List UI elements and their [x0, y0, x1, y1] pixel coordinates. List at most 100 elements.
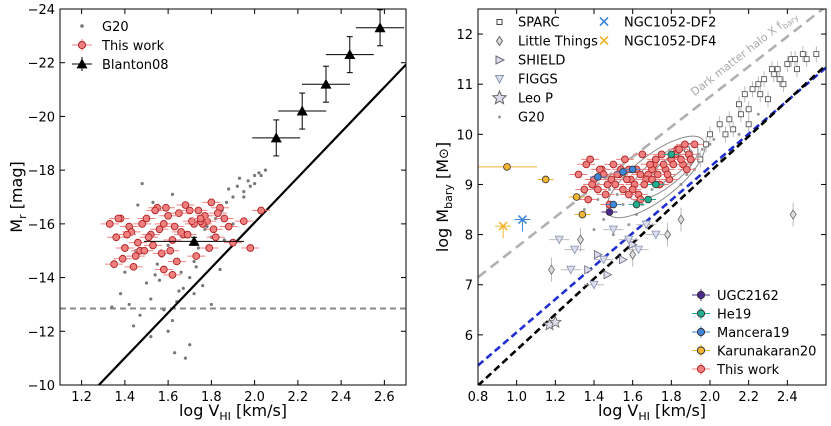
g20-point — [259, 173, 263, 178]
leo-p-point — [548, 315, 562, 329]
this-work-point — [607, 175, 616, 184]
left-plot-area — [60, 9, 406, 385]
this-work-point — [118, 254, 127, 263]
g20-point — [192, 292, 196, 296]
sparc-point — [776, 76, 783, 83]
this-work-point — [646, 160, 654, 169]
right-axes-frame — [477, 8, 827, 386]
this-work-point — [580, 185, 589, 194]
g20-point — [170, 318, 175, 323]
sparc-point — [703, 141, 710, 148]
ngc1052-df4-point — [498, 221, 508, 231]
this-work-point — [628, 185, 637, 194]
ngc1052-df2-point — [517, 214, 528, 225]
y-tick-label: 10 — [456, 128, 473, 143]
g20-point — [181, 286, 185, 290]
this-work-point — [181, 201, 190, 209]
legend-karunakaran20-label: Karunakaran20 — [717, 345, 816, 360]
this-work-point — [594, 185, 602, 194]
y-tick-label: −20 — [28, 110, 55, 125]
legend-this-work-marker — [696, 364, 706, 374]
g20-point — [621, 203, 625, 207]
g20-point — [196, 246, 200, 250]
g20-point — [179, 270, 183, 274]
legend-leo-p-label: Leo P — [518, 92, 553, 107]
g20-point — [248, 184, 252, 188]
sparc-point — [745, 106, 752, 113]
g20-point — [173, 351, 177, 355]
x-tick-label: 1.4 — [115, 390, 136, 405]
y-tick-label: 6 — [465, 329, 473, 344]
this-work-point — [177, 228, 185, 236]
figgs-point — [554, 235, 564, 245]
g20-point — [205, 224, 209, 229]
y-label-unit: [M — [433, 159, 452, 184]
this-work-point — [172, 257, 181, 266]
this-work-point — [205, 244, 214, 252]
figgs-point — [599, 255, 609, 265]
legend-this-work-marker — [77, 40, 87, 50]
g20-point — [136, 203, 140, 207]
this-work-point — [207, 198, 216, 207]
figgs-point — [633, 245, 644, 255]
this-work-point — [168, 236, 177, 244]
y-label-sun: ⊙ — [437, 148, 452, 159]
this-work-point — [162, 203, 170, 212]
legend-leo-p-marker — [491, 89, 508, 105]
x-label-unit: [km/s] — [650, 401, 706, 420]
g20-point — [118, 292, 123, 296]
legend-blanton08-label: Blanton08 — [102, 58, 169, 73]
legend-shield-label: SHIELD — [518, 54, 565, 69]
this-work-point — [582, 160, 591, 169]
legend-this-work-label: This work — [101, 39, 165, 54]
this-work-point — [595, 165, 604, 174]
legend-this-work-label: This work — [716, 363, 780, 378]
sparc-point — [757, 91, 764, 98]
this-work-point — [257, 206, 265, 215]
this-work-point — [138, 220, 147, 228]
g20-point — [192, 259, 196, 264]
this-work-point — [624, 190, 633, 199]
g20-point — [222, 238, 226, 242]
sparc-point — [780, 81, 787, 88]
this-work-point — [229, 238, 237, 247]
x-label-sub: HI — [219, 410, 231, 423]
g20-point — [602, 218, 606, 222]
g20-point — [253, 173, 257, 178]
g20-point — [127, 302, 131, 307]
y-tick-label: −10 — [28, 379, 55, 394]
he19-point — [667, 150, 676, 159]
g20-point — [201, 284, 205, 288]
sparc-point — [813, 51, 820, 58]
g20-point — [650, 187, 654, 191]
he19-point — [652, 180, 660, 189]
this-work-point — [209, 225, 218, 234]
sparc-point — [722, 131, 729, 138]
g20-point — [708, 142, 712, 146]
g20-point — [231, 222, 235, 226]
g20-point — [177, 289, 181, 293]
this-work-point — [681, 140, 689, 149]
g20-point — [253, 181, 257, 186]
this-work-point — [652, 155, 660, 164]
this-work-point — [140, 246, 149, 255]
legend-g20-marker — [498, 115, 501, 119]
this-work-point — [663, 170, 672, 179]
sparc-point — [768, 66, 775, 73]
y-axis-label: log Mbary [M⊙] — [433, 142, 455, 252]
this-work-point — [621, 155, 629, 164]
this-work-point — [224, 222, 233, 231]
g20-point — [756, 112, 760, 116]
shield-point — [593, 249, 603, 260]
blanton08-point — [320, 78, 332, 89]
x-tick-label: 2.6 — [374, 390, 395, 405]
g20-point — [149, 335, 153, 339]
shield-point — [628, 239, 638, 250]
legend-g20-label: G20 — [102, 20, 129, 35]
sparc-point — [784, 61, 791, 68]
x-label-sub: HI — [638, 410, 650, 423]
legend-figgs-label: FIGGS — [518, 73, 558, 88]
g20-point — [257, 171, 261, 175]
this-work-point — [192, 252, 201, 260]
left-legend: G20 This work Blanton08 — [72, 20, 169, 73]
